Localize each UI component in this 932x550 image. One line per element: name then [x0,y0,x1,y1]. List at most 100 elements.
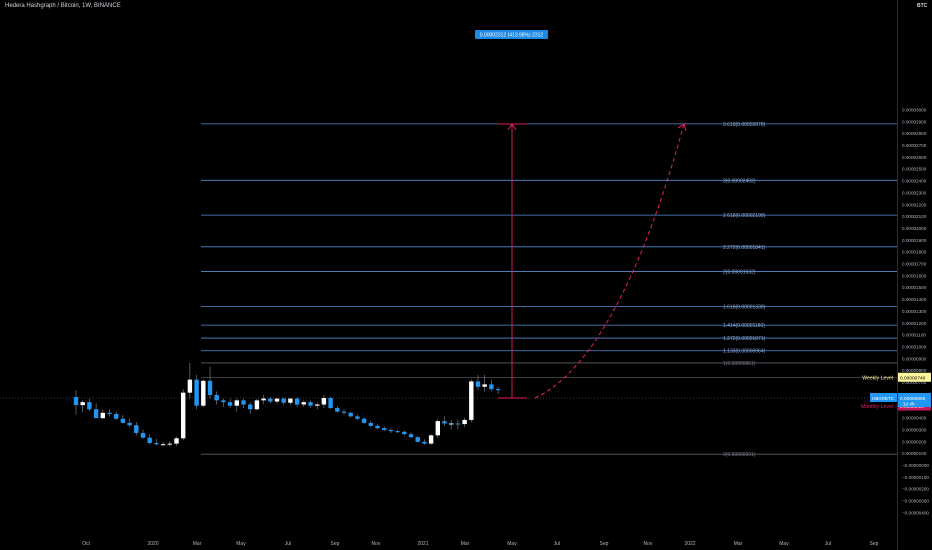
y-tick-label: −0.00000200 [902,487,929,492]
x-tick-label: Mar [734,541,743,547]
y-tick-label: 0.00000200 [902,439,927,444]
candle-body [328,398,333,409]
y-tick-label: 0.00002300 [902,190,927,195]
candle-body [194,379,199,406]
candle-body [422,441,427,444]
x-tick-label: Jul [554,541,560,547]
y-tick-label: 0.00001100 [902,333,926,338]
candle-body [234,400,239,406]
y-tick-label: 0.00001500 [902,285,927,290]
x-tick-label: Nov [644,541,653,547]
y-tick-label: 0.00001700 [902,262,927,267]
y-tick-label: −0.00000100 [902,475,929,480]
candle-body [261,398,266,401]
y-tick-label: 0.00001800 [902,250,927,255]
chart-title: Hedera Hashgraph / Bitcoin, 1W, BINANCE [5,3,121,9]
y-tick-label: 0.00002500 [902,167,927,172]
candle-body [134,425,139,433]
y-tick-label: 0.00002800 [902,131,927,136]
candle-body [93,409,99,419]
x-tick-label: May [236,541,246,547]
candle-body [187,379,193,393]
y-tick-label: 0.00000700 [902,380,927,385]
candle-body [341,411,347,413]
candle-body [482,384,487,387]
y-tick-label: 0.00002200 [902,202,927,207]
projected-path [534,123,685,399]
candle-body [207,380,213,396]
y-tick-label: 0.00000900 [902,356,927,361]
x-tick-label: Sep [600,541,609,547]
fib-level-label: 1.133(0.00000964) [723,349,766,355]
candle-body [268,398,273,402]
candle-body [294,398,300,405]
candle-body [181,392,186,439]
fib-level-label: 1.272(0.00001071) [723,336,766,342]
price-axis-separator [897,0,898,550]
y-tick-label: 0.00000400 [902,416,927,421]
candle-body [301,402,306,405]
y-tick-label: −0.00000400 [902,510,929,515]
projection-label-box [475,30,548,39]
candle-body [100,412,105,419]
candle-body [315,404,320,406]
candle-body [469,381,474,420]
y-tick-label: 0.00003000 [902,107,927,112]
x-tick-label: 2020 [147,541,158,547]
candle-body [348,412,353,417]
y-tick-label: 0.00001900 [902,238,927,243]
candle-body [221,400,226,403]
x-tick-label: Mar [461,541,470,547]
weekly-level-label: Weekly Level [862,375,893,381]
candle-body [402,431,407,435]
candle-body [442,421,447,424]
candle-body [288,398,293,403]
candle-body [241,400,246,405]
projected-path-arrowhead [677,123,687,132]
x-tick-label: Jul [285,541,291,547]
fib-level-label: 3.618(0.00002878) [723,122,766,128]
fib-level-label: 1.618(0.00001338) [723,304,766,310]
candle-body [174,438,179,444]
candle-body [408,434,414,438]
candle-body [415,437,420,442]
candle-body [475,381,481,387]
candle-body [114,413,119,419]
candle-body [87,402,92,410]
x-tick-label: Mar [193,541,202,547]
candle-body [395,431,400,433]
bar-countdown: 1d 4h [903,402,915,407]
fib-level-label: 0(0.00000091) [723,452,756,458]
weekly-level-tag-bg [898,372,931,382]
x-tick-label: Oct [82,541,90,547]
symbol-tag: HBARBTC [872,396,895,401]
x-tick-label: May [507,541,517,547]
fib-level-label: 2(0.00001632) [723,270,756,276]
candle-body [127,422,132,426]
candle-body [274,398,280,402]
x-tick-label: May [779,541,789,547]
candle-body [154,443,159,445]
y-tick-label: 0.00001600 [902,273,927,278]
y-tick-label: 0.00002400 [902,179,927,184]
axis-currency-label: BTC [917,3,928,9]
candle-body [382,428,387,430]
y-tick-label: −0.00000000 [902,463,929,468]
candle-body [308,402,313,406]
candle-body [201,380,206,406]
candle-body [120,418,126,423]
candle-body [214,395,219,401]
candle-body [368,422,373,426]
candle-body [73,397,79,406]
candle-body [335,408,340,412]
y-tick-label: 0.00002000 [902,226,927,231]
last-price-tag-bg [898,393,931,407]
x-tick-label: Sep [331,541,340,547]
candle-body [462,419,467,425]
candle-body [254,400,260,410]
y-tick-label: 0.00001300 [902,309,927,314]
x-tick-label: 2021 [417,541,428,547]
candle-body [140,432,146,438]
